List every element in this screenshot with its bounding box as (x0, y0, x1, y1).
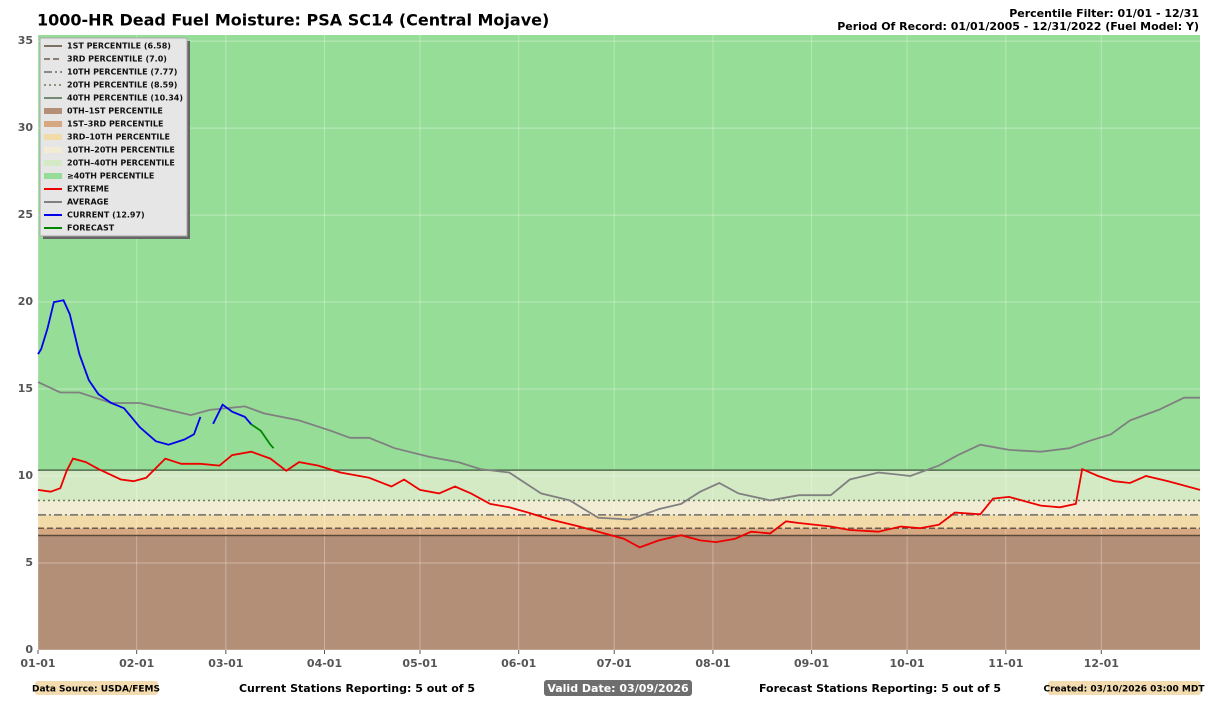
y-tick-label: 5 (25, 556, 33, 569)
x-tick-label: 10-01 (890, 657, 925, 670)
legend-label: 40TH PERCENTILE (10.34) (67, 94, 183, 103)
x-tick-label: 12-01 (1084, 657, 1119, 670)
x-tick-label: 02-01 (119, 657, 154, 670)
y-tick-label: 10 (18, 469, 34, 482)
footer-created: Created: 03/10/2026 03:00 MDT (1044, 685, 1206, 695)
y-tick-label: 0 (25, 643, 33, 656)
legend-label: 20TH–40TH PERCENTILE (67, 159, 175, 168)
y-tick-label: 20 (18, 295, 34, 308)
subtitle: Period Of Record: 01/01/2005 - 12/31/202… (837, 20, 1199, 33)
legend-label: 10TH PERCENTILE (7.77) (67, 68, 177, 77)
series-line (37, 450, 1201, 549)
legend-label: 1ST–3RD PERCENTILE (67, 120, 163, 129)
x-tick-label: 11-01 (988, 657, 1023, 670)
footer-current: Current Stations Reporting: 5 out of 5 (239, 682, 475, 695)
series-line (37, 299, 252, 446)
percentile-band (38, 528, 1200, 536)
legend-label: FORECAST (67, 224, 115, 233)
legend-swatch (44, 160, 62, 166)
x-tick-label: 06-01 (501, 657, 536, 670)
legend-label: CURRENT (12.97) (67, 211, 145, 220)
x-tick-label: 01-01 (20, 657, 55, 670)
legend-swatch (44, 147, 62, 153)
percentile-band (38, 500, 1200, 515)
y-tick-label: 30 (18, 121, 34, 134)
x-tick-label: 04-01 (307, 657, 342, 670)
percentile-band (38, 535, 1200, 650)
legend-label: AVERAGE (67, 198, 109, 207)
y-tick-label: 25 (18, 208, 33, 221)
percentile-band (38, 514, 1200, 529)
legend: 1ST PERCENTILE (6.58) 3RD PERCENTILE (7.0… (39, 37, 190, 239)
legend-label: EXTREME (67, 185, 109, 194)
legend-label: 3RD PERCENTILE (7.0) (67, 55, 167, 64)
x-tick-label: 03-01 (208, 657, 243, 670)
series-line (250, 423, 275, 449)
plot-area (37, 35, 1201, 651)
legend-label: 3RD–10TH PERCENTILE (67, 133, 170, 142)
chart-title: 1000-HR Dead Fuel Moisture: PSA SC14 (Ce… (37, 11, 549, 30)
x-tick-label: 07-01 (597, 657, 632, 670)
legend-swatch (44, 108, 62, 114)
legend-label: 10TH–20TH PERCENTILE (67, 146, 175, 155)
footer-forecast: Forecast Stations Reporting: 5 out of 5 (759, 682, 1001, 695)
subtitle: Percentile Filter: 01/01 - 12/31 (1009, 7, 1199, 20)
y-tick-label: 35 (18, 34, 33, 47)
legend-swatch (44, 121, 62, 127)
footer-source: Data Source: USDA/FEMS (32, 685, 160, 695)
footer-box (1048, 681, 1201, 695)
footer-box (35, 681, 158, 695)
x-tick-label: 05-01 (402, 657, 437, 670)
legend-label: 0TH–1ST PERCENTILE (67, 107, 163, 116)
footer-box (544, 680, 692, 696)
legend-label: 20TH PERCENTILE (8.59) (67, 81, 177, 90)
footer-valid: Valid Date: 03/09/2026 (547, 682, 689, 695)
legend-swatch (44, 173, 62, 179)
percentile-band (38, 35, 1200, 471)
legend-label: 1ST PERCENTILE (6.58) (67, 42, 171, 51)
x-tick-label: 08-01 (695, 657, 730, 670)
legend-swatch (44, 134, 62, 140)
legend-box (39, 37, 188, 237)
legend-label: ≥40TH PERCENTILE (67, 172, 154, 181)
y-tick-label: 15 (18, 382, 33, 395)
x-tick-label: 09-01 (794, 657, 829, 670)
percentile-band (38, 470, 1200, 501)
